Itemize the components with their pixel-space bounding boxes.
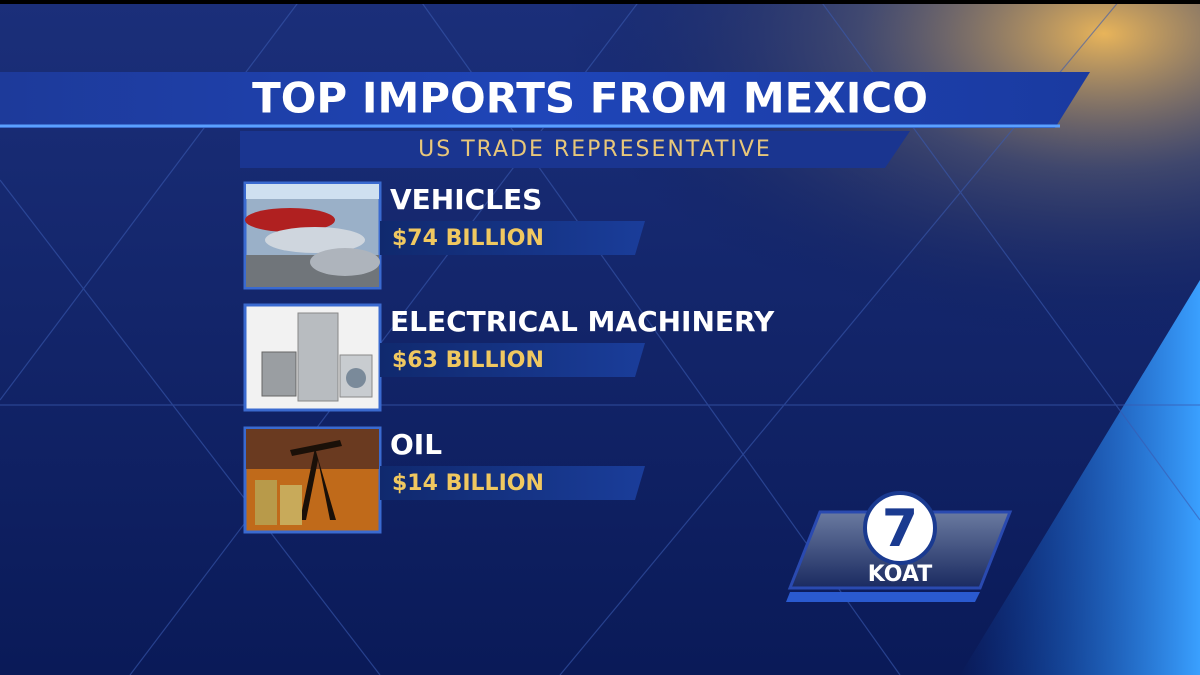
item-label: ELECTRICAL MACHINERY xyxy=(390,305,775,338)
appliances-image xyxy=(243,303,382,412)
logo-number: 7 xyxy=(882,499,918,559)
station-logo: 7 KOAT xyxy=(786,491,1013,602)
title: TOP IMPORTS FROM MEXICO xyxy=(252,74,928,123)
item-label: VEHICLES xyxy=(390,183,542,216)
items: VEHICLES $74 BILLION ELECTRICAL MACHINERY $… xyxy=(380,183,775,500)
item-label: OIL xyxy=(390,428,442,461)
item-value: $74 BILLION xyxy=(392,226,544,251)
top-edge xyxy=(0,0,1200,4)
title-banner xyxy=(0,72,1090,128)
vehicles-image xyxy=(243,181,382,290)
value-bar xyxy=(380,221,645,255)
item-value: $63 BILLION xyxy=(392,348,544,373)
blue-swoosh xyxy=(960,280,1200,675)
value-bar xyxy=(380,466,645,500)
subtitle-banner xyxy=(240,131,910,168)
logo-station: KOAT xyxy=(868,562,933,587)
item-value: $14 BILLION xyxy=(392,471,544,496)
value-bar xyxy=(380,343,645,377)
oil-image xyxy=(243,426,382,534)
subtitle: US TRADE REPRESENTATIVE xyxy=(418,137,772,162)
